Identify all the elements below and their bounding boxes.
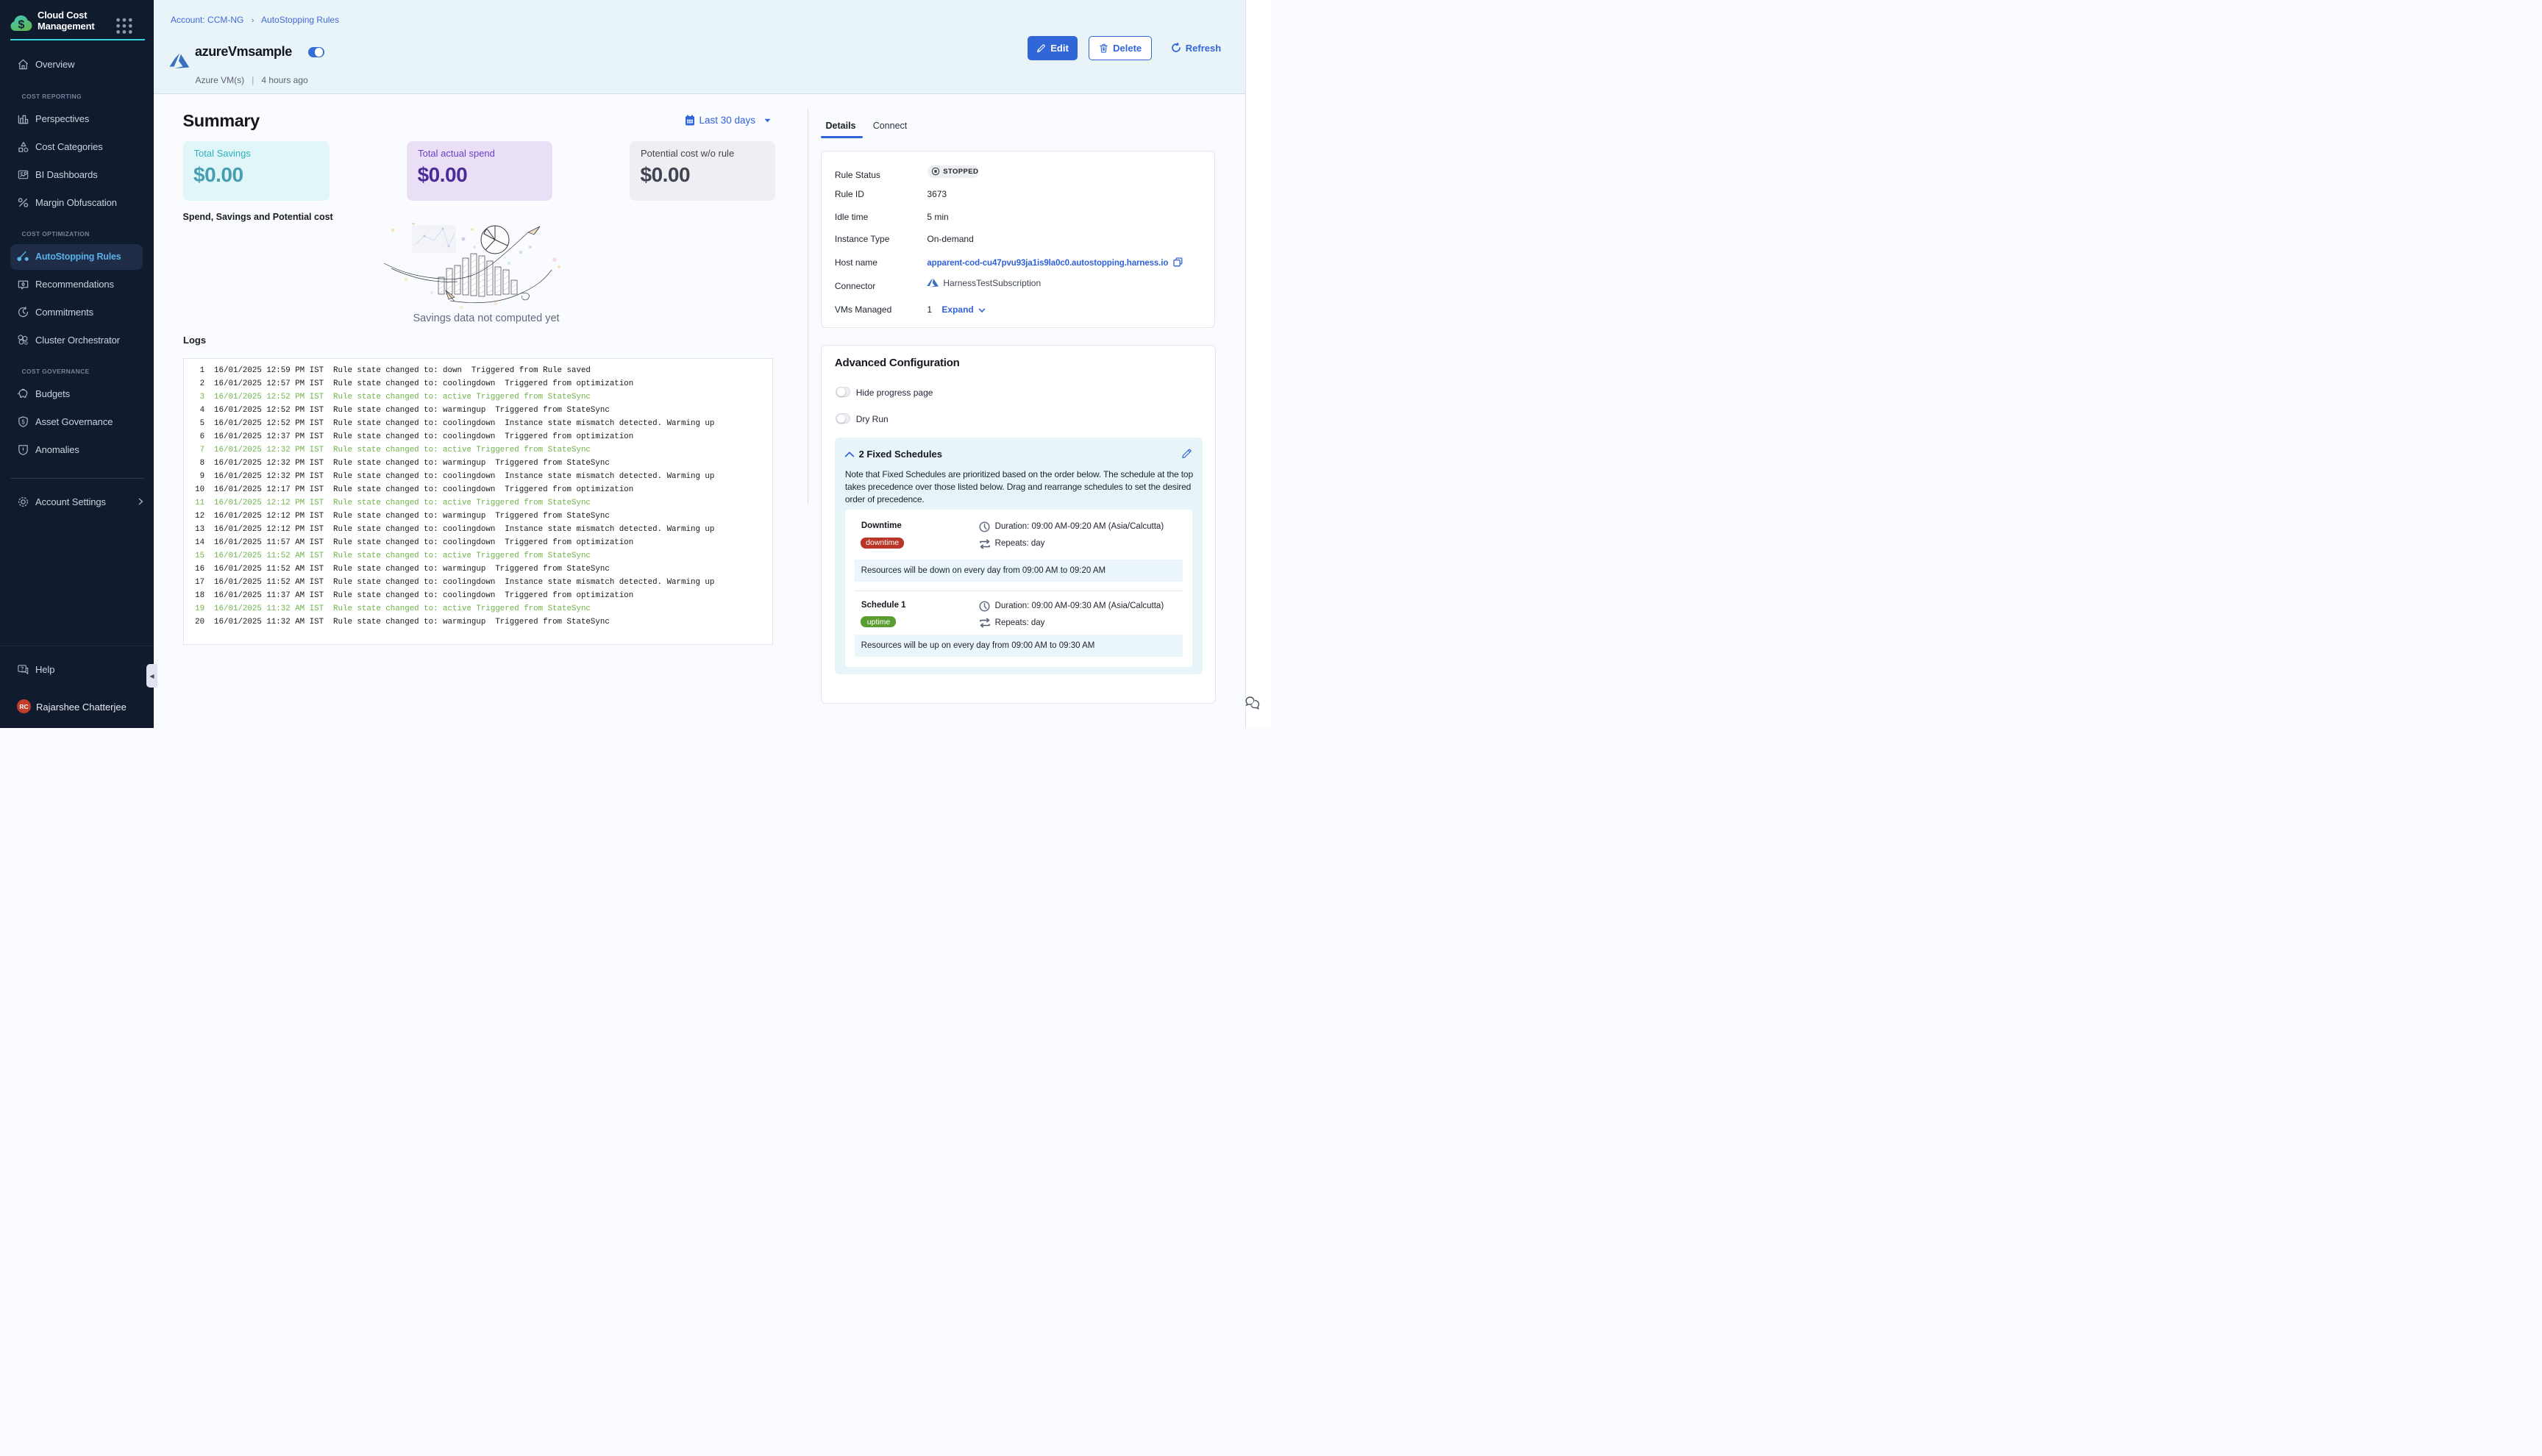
svg-text:$: $ [21, 419, 25, 426]
svg-text:$: $ [18, 19, 25, 32]
svg-text:?: ? [21, 666, 24, 672]
